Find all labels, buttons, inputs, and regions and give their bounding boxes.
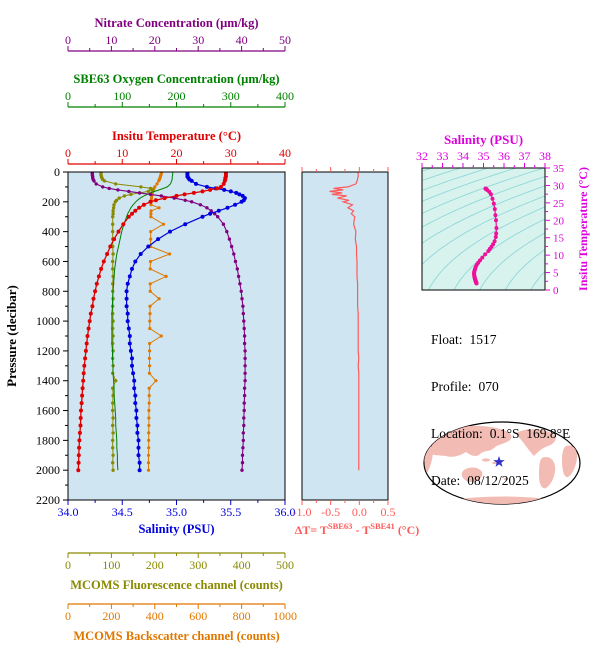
location-label: Location:: [431, 425, 483, 441]
svg-text:MCOMS Backscatter channel (cou: MCOMS Backscatter channel (counts): [73, 629, 279, 643]
float-location-star: [493, 456, 505, 467]
svg-text:MCOMS Fluorescence channel (co: MCOMS Fluorescence channel (counts): [70, 578, 283, 592]
profile-value: 070: [478, 378, 499, 394]
svg-text:100: 100: [113, 89, 131, 103]
svg-text:2000: 2000: [36, 463, 60, 477]
svg-text:25: 25: [553, 198, 565, 210]
svg-text:1000: 1000: [36, 314, 60, 328]
svg-text:1800: 1800: [36, 433, 60, 447]
svg-text:200: 200: [146, 558, 164, 572]
svg-text:0: 0: [553, 285, 559, 297]
svg-text:34.5: 34.5: [112, 505, 133, 519]
svg-text:200: 200: [168, 89, 186, 103]
svg-text:37: 37: [519, 149, 531, 163]
svg-text:20: 20: [149, 33, 161, 47]
svg-text:34: 34: [457, 149, 469, 163]
svg-text:1400: 1400: [36, 374, 60, 388]
svg-text:33: 33: [437, 149, 449, 163]
svg-text:0.5: 0.5: [381, 505, 396, 519]
svg-text:600: 600: [42, 254, 60, 268]
svg-text:300: 300: [189, 558, 207, 572]
svg-text:10: 10: [553, 250, 565, 262]
svg-text:400: 400: [276, 89, 294, 103]
svg-text:ΔT= TSBE63 - TSBE41 (°C): ΔT= TSBE63 - TSBE41 (°C): [295, 521, 420, 537]
svg-text:34.0: 34.0: [58, 505, 79, 519]
svg-text:Nitrate Concentration (µm/kg): Nitrate Concentration (µm/kg): [94, 16, 258, 30]
svg-text:0: 0: [65, 609, 71, 623]
svg-text:200: 200: [102, 609, 120, 623]
date-label: Date:: [431, 472, 461, 488]
svg-text:0: 0: [65, 89, 71, 103]
location-value: 0.1°S 169.8°E: [489, 425, 571, 441]
svg-text:400: 400: [146, 609, 164, 623]
float-id-row: Float: 1517: [431, 332, 570, 348]
svg-text:35.0: 35.0: [166, 505, 187, 519]
svg-text:Insitu Temperature (°C): Insitu Temperature (°C): [112, 129, 241, 143]
svg-text:50: 50: [279, 33, 291, 47]
svg-text:Insitu Temperature (°C): Insitu Temperature (°C): [576, 167, 590, 291]
profile-row: Profile: 070: [431, 379, 570, 395]
svg-text:20: 20: [171, 146, 183, 160]
svg-text:5: 5: [553, 268, 559, 280]
svg-text:1000: 1000: [273, 609, 297, 623]
svg-text:1200: 1200: [36, 344, 60, 358]
svg-text:40: 40: [236, 33, 248, 47]
float-value: 1517: [469, 332, 497, 348]
svg-text:10: 10: [116, 146, 128, 160]
svg-text:600: 600: [189, 609, 207, 623]
svg-text:1600: 1600: [36, 404, 60, 418]
float-info: Float: 1517 Profile: 070 Location: 0.1°S 16…: [431, 301, 570, 519]
svg-text:800: 800: [42, 284, 60, 298]
svg-text:36.0: 36.0: [275, 505, 296, 519]
svg-text:36: 36: [498, 149, 510, 163]
location-row: Location: 0.1°S 169.8°E: [431, 426, 570, 442]
svg-text:0.0: 0.0: [352, 505, 367, 519]
svg-text:30: 30: [192, 33, 204, 47]
svg-text:300: 300: [222, 89, 240, 103]
svg-text:400: 400: [42, 225, 60, 239]
svg-text:100: 100: [102, 558, 120, 572]
svg-text:20: 20: [553, 215, 565, 227]
svg-text:35.5: 35.5: [220, 505, 241, 519]
svg-text:SBE63 Oxygen Concentration (µm: SBE63 Oxygen Concentration (µm/kg): [73, 72, 279, 86]
svg-text:Pressure (decibar): Pressure (decibar): [4, 285, 19, 387]
svg-text:10: 10: [105, 33, 117, 47]
svg-text:-0.5: -0.5: [321, 505, 340, 519]
date-row: Date: 08/12/2025: [431, 473, 570, 489]
svg-text:200: 200: [42, 195, 60, 209]
svg-text:2200: 2200: [36, 493, 60, 507]
svg-text:Salinity (PSU): Salinity (PSU): [444, 132, 523, 147]
svg-text:15: 15: [553, 233, 565, 245]
svg-text:35: 35: [478, 149, 490, 163]
svg-text:40: 40: [279, 146, 291, 160]
svg-text:Salinity (PSU): Salinity (PSU): [138, 522, 214, 536]
svg-text:38: 38: [539, 149, 551, 163]
svg-text:30: 30: [553, 180, 565, 192]
svg-text:0: 0: [65, 33, 71, 47]
svg-text:0: 0: [54, 165, 60, 179]
profile-label: Profile:: [431, 378, 472, 394]
svg-text:400: 400: [233, 558, 251, 572]
svg-text:800: 800: [233, 609, 251, 623]
svg-text:35: 35: [553, 163, 565, 175]
svg-text:32: 32: [416, 149, 428, 163]
svg-text:500: 500: [276, 558, 294, 572]
svg-text:0: 0: [65, 558, 71, 572]
float-label: Float:: [431, 332, 463, 348]
svg-text:0: 0: [65, 146, 71, 160]
svg-text:-1.0: -1.0: [293, 505, 312, 519]
svg-text:30: 30: [225, 146, 237, 160]
date-value: 08/12/2025: [467, 472, 529, 488]
